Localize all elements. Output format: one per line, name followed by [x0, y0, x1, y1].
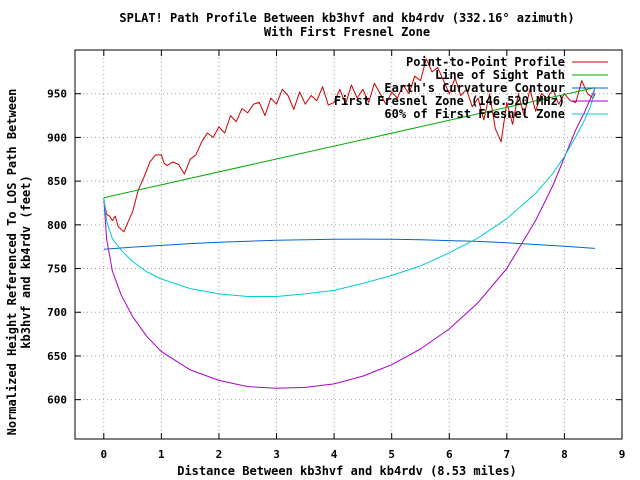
y-axis-label-line2: kb3hvf and kb4rdv (feet)	[19, 175, 33, 348]
legend-label: First Fresnel Zone (146.520 MHz)	[334, 94, 565, 108]
x-tick-label: 7	[504, 448, 511, 461]
series-line	[103, 238, 595, 250]
grid-lines	[75, 50, 622, 439]
y-tick-label: 850	[47, 175, 67, 188]
y-tick-label: 800	[47, 219, 67, 232]
series-layer	[103, 58, 596, 389]
series-line	[103, 87, 596, 199]
x-tick-label: 0	[100, 448, 107, 461]
y-tick-label: 950	[47, 88, 67, 101]
legend-label: Point-to-Point Profile	[406, 55, 565, 69]
chart-title: SPLAT! Path Profile Between kb3hvf and k…	[119, 11, 574, 25]
x-axis-label: Distance Between kb3hvf and kb4rdv (8.53…	[177, 464, 517, 478]
x-tick-label: 1	[158, 448, 165, 461]
chart-subtitle: With First Fresnel Zone	[264, 25, 430, 39]
x-tick-label: 5	[388, 448, 395, 461]
legend-label: 60% of First Fresnel Zone	[384, 107, 565, 121]
plot-frame	[74, 49, 623, 440]
x-tick-label: 4	[331, 448, 338, 461]
legend-label: Line of Sight Path	[435, 68, 565, 82]
legend-label: Earth's Curvature Contour	[384, 81, 565, 95]
y-tick-label: 700	[47, 306, 67, 319]
y-axis-label-line1: Normalized Height Referenced To LOS Path…	[5, 89, 19, 436]
y-tick-label: 600	[47, 394, 67, 407]
y-tick-label: 650	[47, 350, 67, 363]
x-tick-label: 8	[561, 448, 568, 461]
series-line	[103, 87, 596, 297]
y-tick-label: 750	[47, 263, 67, 276]
x-tick-label: 6	[446, 448, 453, 461]
x-tick-label: 9	[619, 448, 626, 461]
y-tick-label: 900	[47, 131, 67, 144]
series-line	[103, 87, 596, 389]
x-tick-label: 3	[273, 448, 280, 461]
series-line	[103, 58, 596, 233]
axis-ticks: 0 1 2 3 4 5 6 7 8 9 600 650 700 750 800 850 900 950	[47, 50, 625, 461]
x-tick-label: 2	[216, 448, 223, 461]
